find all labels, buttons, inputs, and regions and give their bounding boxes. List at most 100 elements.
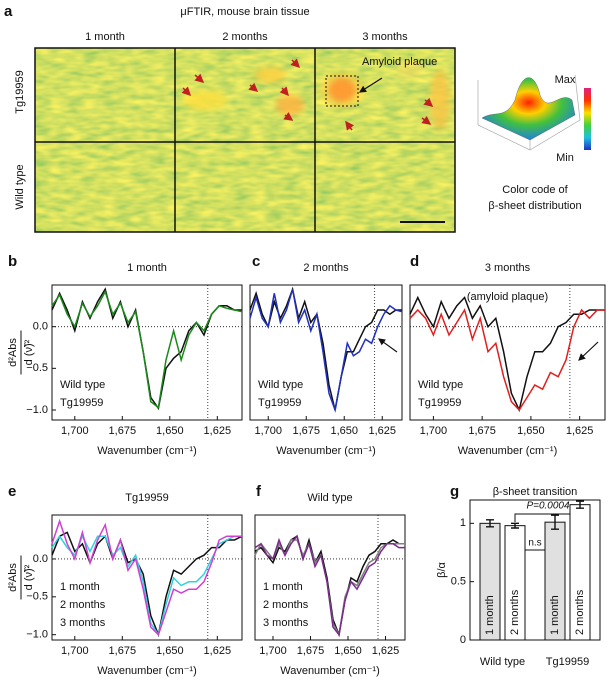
ftir-image [35,48,455,232]
legend-label: Tg19959 [418,397,461,409]
x-tick-label: 1,675 [468,425,496,437]
x-tick-label: 1,700 [420,425,448,437]
x-tick-label: 1,625 [204,645,232,657]
error-bar [551,514,559,530]
plot-frame [409,284,606,421]
x-tick-label: Wild type [480,656,525,668]
error-bar [511,522,519,529]
panel-letter: f [256,483,262,500]
red-arrows [181,58,434,131]
x-tick-label: 1,650 [156,425,184,437]
x-tick-label: 1,625 [566,425,594,437]
y-axis-label: β/α [436,561,448,577]
spectrum-line [409,308,605,412]
y-tick-label: −1.0 [26,404,48,416]
annotation: Amyloid plaque [362,56,437,68]
panel-heading: 3 months [485,262,531,274]
y-axis-label: d²Abs [7,338,19,367]
y-tick-label: −0.5 [26,591,48,603]
x-axis-label: Wavenumber (cm⁻¹) [276,445,376,457]
x-tick-label: 1,650 [330,425,358,437]
x-tick-label: 1,675 [109,425,137,437]
plaque-box [325,75,359,107]
caption: β-sheet distribution [488,200,581,212]
series-label: 2 months [574,589,586,635]
x-tick-label: Tg19959 [546,656,589,668]
panel-title: β-sheet transition [493,486,578,498]
column-label: 1 month [85,31,125,43]
spectrum-line [249,286,402,411]
plot-frame [51,284,243,421]
x-axis-label: Wavenumber (cm⁻¹) [97,665,197,677]
column-label: 2 months [222,31,268,43]
image-grid [34,47,456,233]
legend-label: 1 month [60,581,100,593]
x-tick-label: 1,700 [61,425,89,437]
colorbar-min: Min [556,152,574,164]
x-tick-label: 1,675 [297,645,325,657]
legend-label: Tg19959 [60,397,103,409]
row-label: Wild type [14,164,26,209]
panel-letter: b [8,253,17,270]
spectrum-line [51,289,243,409]
y-axis-label: d (ν̃)² [23,339,35,365]
y-tick-label: −1.0 [26,629,48,641]
panel-title: μFTIR, mouse brain tissue [180,6,309,18]
legend-label: Wild type [258,379,303,391]
panel-letter: a [4,3,13,20]
legend-label: Tg19959 [258,397,301,409]
legend-label: 2 months [263,599,309,611]
row-label: Tg19959 [14,70,26,113]
panel-letter: c [252,253,260,270]
plot-frame [51,514,243,641]
x-tick-label: 1,625 [368,425,396,437]
spectrum-line [409,295,605,413]
x-tick-label: 1,700 [61,645,89,657]
spectrum-line [51,518,242,637]
colorbar-max: Max [555,74,576,86]
x-tick-label: 1,650 [334,645,362,657]
arrow [578,341,599,361]
x-tick-label: 1,675 [109,645,137,657]
panel-a: a μFTIR, mouse brain tissue 1 month 2 mo… [4,3,591,233]
x-tick-label: 1,625 [372,645,400,657]
x-axis-label: Wavenumber (cm⁻¹) [458,445,558,457]
panel-title: 2 months [303,262,349,274]
x-axis-label: Wavenumber (cm⁻¹) [280,665,380,677]
panel-title: Tg19959 [125,492,168,504]
x-axis-label: Wavenumber (cm⁻¹) [97,445,197,457]
panel-subtitle: (amyloid plaque) [467,291,548,303]
spectrum-line [51,531,243,638]
legend-label: 1 month [263,581,303,593]
column-label: 3 months [362,31,408,43]
panel-letter: g [450,483,459,500]
plot-frame [254,514,406,641]
plot-frame [469,499,601,641]
x-tick-label: 1,700 [254,425,282,437]
y-tick-label: 0 [460,634,466,646]
error-bar [576,500,584,509]
y-tick-label: 0.0 [33,321,48,333]
caption: Color code of [502,184,568,196]
legend-label: Wild type [60,379,105,391]
x-tick-label: 1,700 [259,645,287,657]
significance-label: P=0.0004 [526,501,570,512]
x-tick-label: 1,650 [156,645,184,657]
significance-label: n.s [528,538,541,549]
spectrum-line [254,534,405,637]
x-tick-label: 1,625 [204,425,232,437]
legend-label: 3 months [263,617,309,629]
legend-label: 3 months [60,617,106,629]
y-tick-label: 1 [460,517,466,529]
legend-label: 2 months [60,599,106,611]
y-tick-label: 0.0 [33,553,48,565]
panel-title: 1 month [127,262,167,274]
y-axis-label: d (ν̃)² [23,564,35,590]
x-tick-label: 1,675 [292,425,320,437]
plaque-spots [183,62,450,130]
panel-title: Wild type [307,492,352,504]
arrow [378,338,398,353]
y-tick-label: −0.5 [26,362,48,374]
series-label: 2 months [509,589,521,635]
